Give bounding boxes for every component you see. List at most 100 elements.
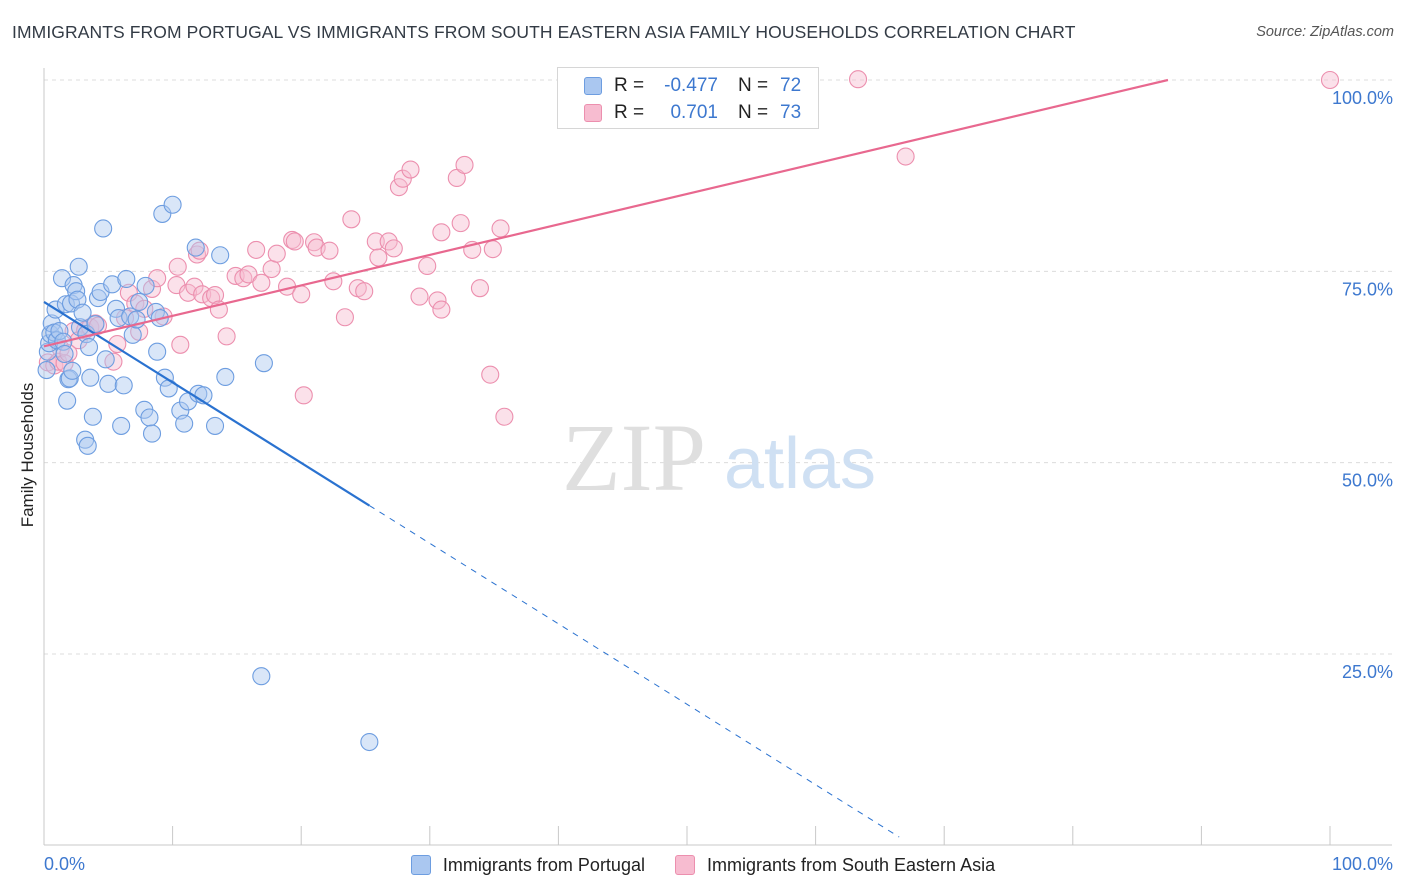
blue-point bbox=[163, 195, 182, 214]
pink-point bbox=[294, 386, 313, 405]
legend-row-sea: R = 0.701 N = 73 bbox=[584, 100, 801, 126]
legend-r-label: R = bbox=[614, 102, 645, 123]
blue-point bbox=[360, 732, 379, 752]
pink-point bbox=[292, 285, 311, 304]
blue-point bbox=[136, 276, 155, 295]
blue-point bbox=[175, 414, 194, 433]
blue-point bbox=[83, 407, 102, 426]
pink-point bbox=[491, 219, 510, 238]
y-tick-label: 25.0% bbox=[1342, 662, 1393, 682]
pink-point bbox=[185, 277, 204, 296]
blue-point bbox=[73, 303, 92, 322]
axes bbox=[43, 68, 1392, 846]
blue-point bbox=[211, 246, 230, 265]
source-credit: Source: ZipAtlas.com bbox=[1256, 24, 1394, 40]
blue-point bbox=[148, 342, 167, 361]
blue-point bbox=[99, 374, 118, 393]
pink-point bbox=[432, 223, 451, 242]
legend-swatch-blue bbox=[410, 855, 431, 875]
pink-point bbox=[171, 335, 190, 354]
legend-item-label: Immigrants from South Eastern Asia bbox=[706, 854, 996, 875]
pink-point bbox=[481, 365, 500, 384]
x-tick-label: 100.0% bbox=[1332, 854, 1393, 874]
blue-point bbox=[58, 391, 77, 410]
pink-point bbox=[205, 286, 225, 305]
blue-point bbox=[117, 269, 136, 289]
legend-n-label: N = bbox=[738, 75, 769, 96]
pink-point bbox=[483, 240, 502, 259]
blue-point bbox=[96, 350, 115, 369]
pink-point bbox=[108, 334, 127, 354]
legend-n-label: N = bbox=[738, 102, 769, 123]
pink-point bbox=[455, 155, 474, 175]
pink-trend-line bbox=[43, 78, 1169, 348]
pink-point bbox=[384, 239, 403, 258]
blue-point bbox=[252, 667, 271, 686]
stats-legend: R = -0.477 N = 72 R = 0.701 N = 73 bbox=[557, 67, 819, 129]
blue-point bbox=[140, 408, 159, 427]
legend-swatch-pink bbox=[584, 104, 602, 122]
pink-point bbox=[401, 160, 420, 179]
blue-point bbox=[79, 338, 99, 357]
blue-trend-extension bbox=[369, 505, 900, 838]
blue-point bbox=[216, 367, 235, 386]
pink-point bbox=[320, 241, 339, 260]
blue-point bbox=[205, 416, 225, 435]
blue-point bbox=[153, 204, 172, 223]
blue-point bbox=[123, 325, 142, 344]
blue-point bbox=[86, 315, 105, 334]
legend-item-portugal: Immigrants from Portugal bbox=[410, 855, 645, 876]
blue-point bbox=[63, 361, 82, 380]
y-tick-label: 50.0% bbox=[1342, 471, 1393, 491]
pink-points bbox=[38, 70, 1340, 426]
pink-point bbox=[848, 70, 868, 89]
pink-point bbox=[410, 287, 429, 306]
blue-point bbox=[59, 370, 78, 389]
blue-point bbox=[142, 424, 162, 443]
pink-point bbox=[389, 178, 408, 197]
blue-point bbox=[254, 354, 273, 373]
pink-point bbox=[451, 214, 470, 233]
pink-point bbox=[369, 248, 388, 267]
legend-row-portugal: R = -0.477 N = 72 bbox=[584, 73, 801, 99]
blue-point bbox=[69, 257, 88, 276]
pink-point bbox=[428, 291, 447, 310]
blue-trend-line bbox=[43, 301, 370, 507]
watermark: ZIP atlas bbox=[562, 404, 876, 511]
legend-r-value: -0.477 bbox=[664, 75, 718, 96]
y-axis-label: Family Households bbox=[18, 382, 37, 528]
series-legend: Immigrants from Portugal Immigrants from… bbox=[0, 852, 1406, 878]
blue-point bbox=[94, 219, 113, 238]
pink-point bbox=[267, 244, 286, 263]
legend-r-value: 0.701 bbox=[670, 102, 718, 123]
blue-point bbox=[55, 344, 74, 364]
pink-point bbox=[119, 283, 138, 302]
pink-point bbox=[285, 232, 304, 251]
blue-point bbox=[78, 436, 97, 455]
blue-point bbox=[52, 269, 72, 288]
pink-point bbox=[418, 256, 437, 276]
blue-point bbox=[37, 361, 56, 380]
pink-point bbox=[262, 259, 281, 279]
blue-point bbox=[109, 308, 128, 328]
pink-point bbox=[495, 407, 514, 426]
pink-point bbox=[193, 285, 212, 304]
trend-lines bbox=[43, 78, 1169, 838]
watermark-atlas: atlas bbox=[724, 424, 876, 504]
blue-point bbox=[103, 275, 122, 294]
blue-point bbox=[56, 295, 75, 314]
gridlines bbox=[44, 79, 1392, 655]
tick-labels: 25.0% 50.0% 75.0% 100.0% 0.0% 100.0% bbox=[44, 88, 1393, 874]
pink-point bbox=[168, 257, 187, 276]
y-tick-label: 75.0% bbox=[1342, 279, 1393, 299]
watermark-zip: ZIP bbox=[562, 404, 706, 511]
legend-r-label: R = bbox=[614, 75, 645, 96]
blue-point bbox=[186, 238, 205, 257]
legend-n-value: 73 bbox=[780, 102, 802, 123]
blue-point bbox=[114, 376, 133, 395]
chart-title: IMMIGRANTS FROM PORTUGAL VS IMMIGRANTS F… bbox=[12, 22, 1076, 42]
pink-point bbox=[355, 282, 374, 301]
legend-swatch-blue bbox=[584, 77, 602, 95]
pink-point bbox=[252, 273, 271, 292]
